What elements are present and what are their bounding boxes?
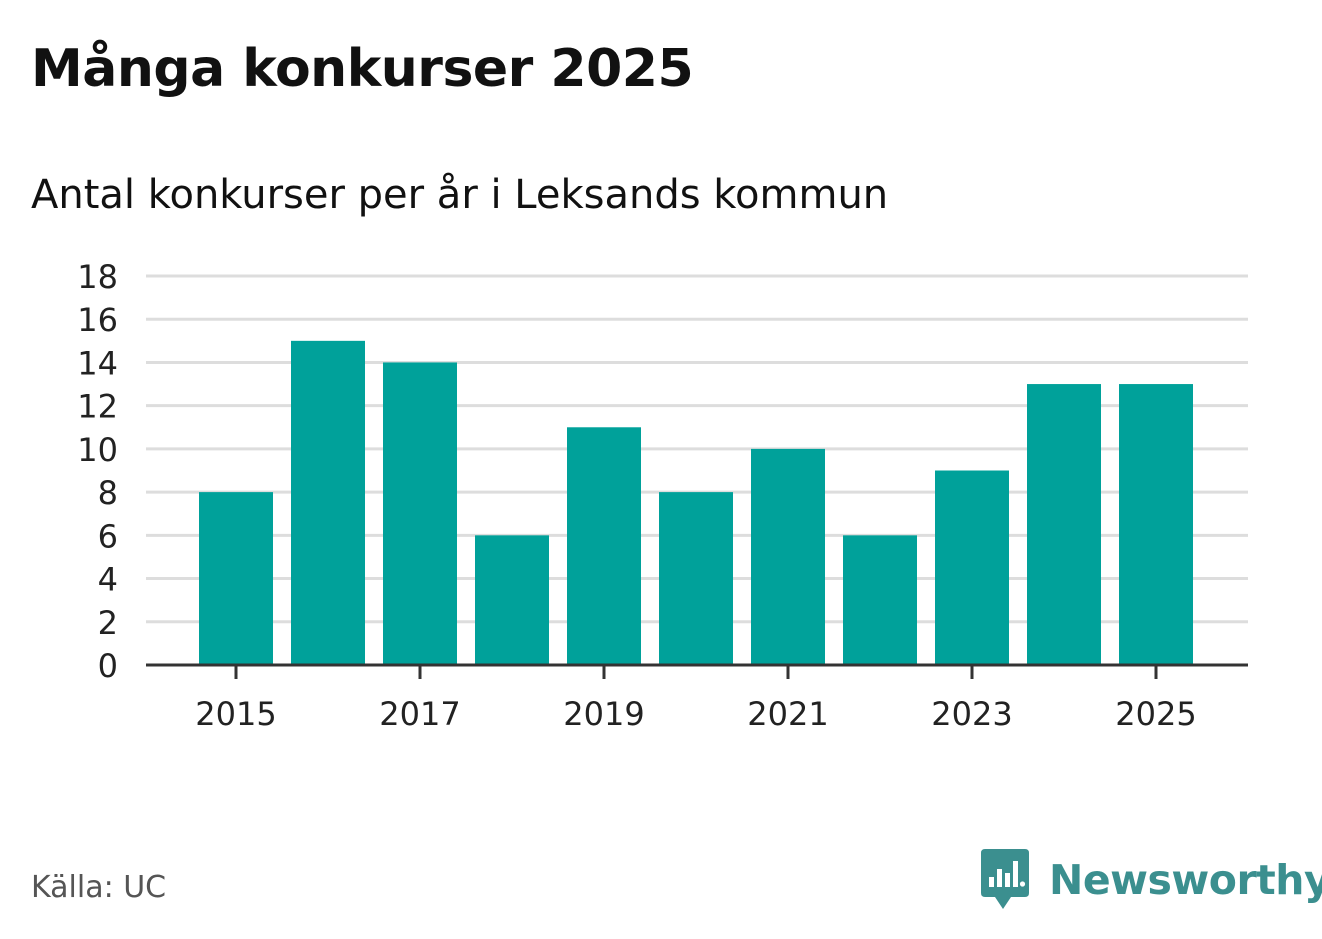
- y-tick-label: 0: [98, 647, 118, 685]
- source-label: Källa: UC: [31, 870, 167, 905]
- chart-title: Många konkurser 2025: [31, 39, 694, 99]
- bar-2018: [475, 535, 549, 665]
- y-tick-label: 2: [98, 604, 118, 642]
- x-tick-label: 2025: [1115, 695, 1196, 733]
- x-axis-labels: 2015 2017 2019 2021 2023 2025: [195, 695, 1196, 733]
- bar-2019: [567, 427, 641, 665]
- chart-subtitle: Antal konkurser per år i Leksands kommun: [31, 172, 889, 218]
- bar-2015: [199, 492, 273, 665]
- x-tick-label: 2017: [379, 695, 460, 733]
- y-tick-label: 10: [77, 431, 118, 469]
- y-tick-label: 8: [98, 474, 118, 512]
- newsworthy-logo-icon: [981, 849, 1029, 909]
- y-tick-label: 14: [77, 344, 118, 382]
- x-tick-label: 2019: [563, 695, 644, 733]
- bars: [199, 340, 1193, 665]
- y-tick-label: 16: [77, 301, 118, 339]
- bar-2021: [751, 448, 825, 665]
- bar-2016: [291, 340, 365, 665]
- bar-2025: [1119, 384, 1193, 665]
- bar-2022: [843, 535, 917, 665]
- y-axis-labels: 0 2 4 6 8 10 12 14 16 18: [77, 258, 118, 685]
- bar-2023: [935, 470, 1009, 665]
- y-tick-label: 6: [98, 517, 118, 555]
- x-axis: [146, 663, 1248, 679]
- brand-name: Newsworthy: [1049, 856, 1322, 904]
- newsworthy-logo[interactable]: Newsworthy: [981, 848, 1322, 912]
- bar-2017: [383, 362, 457, 665]
- bar-2020: [659, 492, 733, 665]
- x-tick-label: 2023: [931, 695, 1012, 733]
- y-tick-label: 18: [77, 258, 118, 296]
- bar-2024: [1027, 384, 1101, 665]
- y-tick-label: 12: [77, 388, 118, 426]
- x-tick-label: 2021: [747, 695, 828, 733]
- x-tick-label: 2015: [195, 695, 276, 733]
- y-tick-label: 4: [98, 561, 118, 599]
